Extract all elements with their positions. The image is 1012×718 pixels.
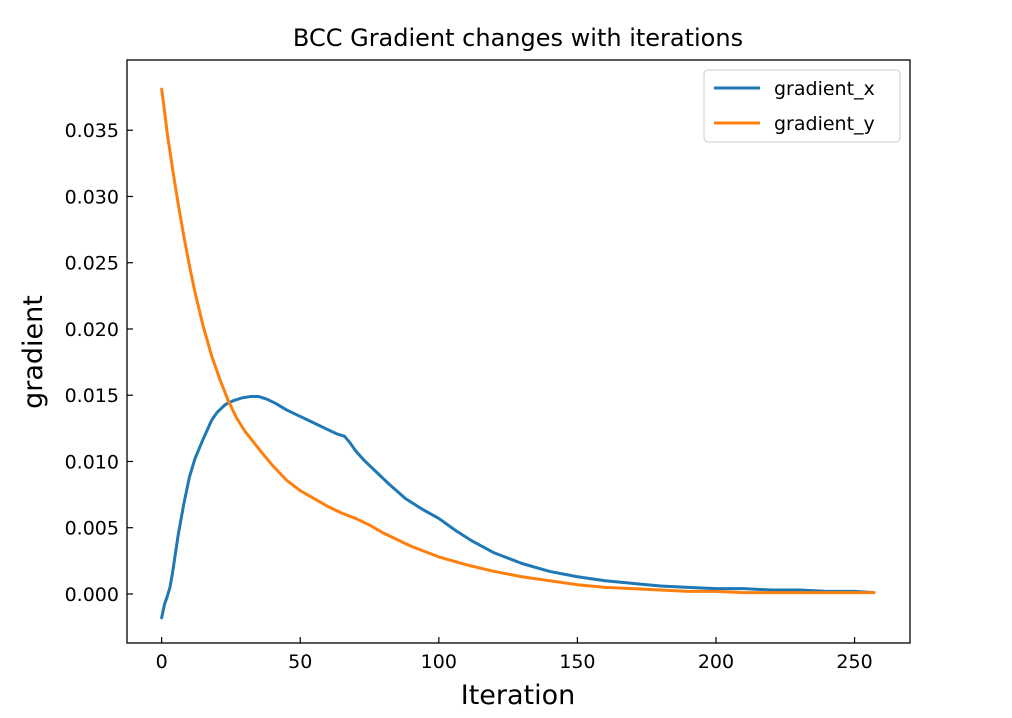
x-tick-label: 250 <box>836 651 872 673</box>
y-tick-label: 0.015 <box>65 385 119 407</box>
x-axis: 0 50 100 150 200 250 <box>156 637 873 673</box>
plot-series <box>160 87 876 620</box>
y-axis: 0.000 0.005 0.010 0.015 0.020 0.025 0.030 0.035 <box>65 120 133 606</box>
legend: gradient_x gradient_y <box>703 69 901 143</box>
y-tick-label: 0.000 <box>65 584 119 606</box>
y-tick-label: 0.010 <box>65 451 119 473</box>
x-tick-label: 50 <box>288 651 312 673</box>
legend-label-gradient_y: gradient_y <box>774 113 875 135</box>
x-tick-label: 200 <box>698 651 734 673</box>
y-tick-label: 0.020 <box>65 319 119 341</box>
chart-title: BCC Gradient changes with iterations <box>293 24 743 52</box>
plot-frame <box>126 59 911 644</box>
y-tick-label: 0.030 <box>65 186 119 208</box>
legend-label-gradient_x: gradient_x <box>774 78 875 100</box>
x-tick-label: 100 <box>421 651 457 673</box>
y-tick-label: 0.005 <box>65 518 119 540</box>
y-axis-label: gradient <box>18 295 49 409</box>
x-tick-label: 0 <box>156 651 168 673</box>
series-line-gradient_y <box>160 87 876 595</box>
x-axis-label: Iteration <box>461 680 576 711</box>
x-tick-label: 150 <box>559 651 595 673</box>
y-tick-label: 0.035 <box>65 120 119 142</box>
series-line-gradient_x <box>160 395 876 620</box>
y-tick-label: 0.025 <box>65 253 119 275</box>
